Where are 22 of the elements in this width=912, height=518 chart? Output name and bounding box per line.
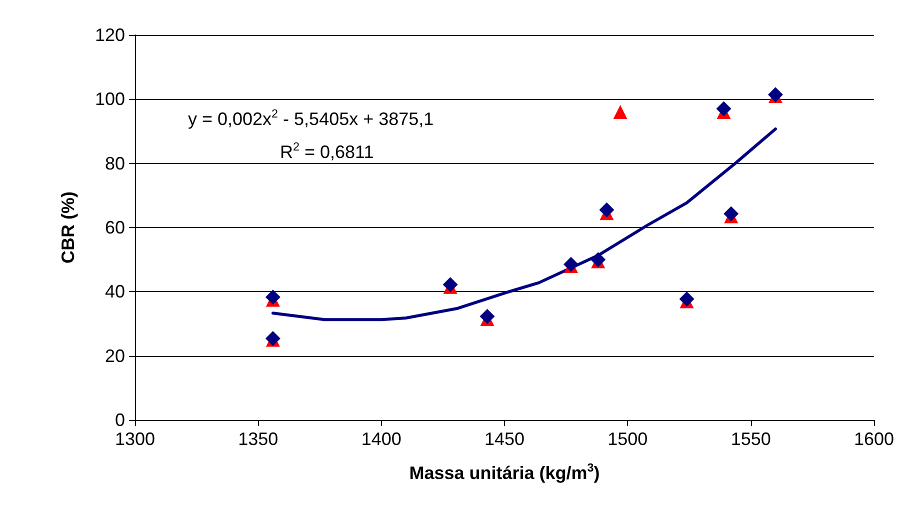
point <box>480 308 495 324</box>
line-series <box>271 128 777 322</box>
x-tick-label: 1450 <box>484 429 525 449</box>
point <box>716 101 732 116</box>
x-tick-label: 1400 <box>361 429 402 449</box>
point <box>265 290 280 305</box>
point <box>599 202 614 218</box>
y-tick-label: 80 <box>104 153 125 174</box>
y-tick-label: 100 <box>94 89 125 110</box>
y-tick-label: 120 <box>94 25 125 45</box>
point <box>724 206 739 222</box>
x-tick-label: 1350 <box>238 429 278 449</box>
y-tick-label: 20 <box>104 346 125 366</box>
y-axis-title: CBR (%) <box>58 192 78 264</box>
y-tick-label: 40 <box>104 282 125 302</box>
x-tick-label: 1550 <box>730 429 771 449</box>
x-tick-label: 1300 <box>114 429 156 449</box>
y-tick-label: 0 <box>114 410 125 430</box>
x-tick-label: 1500 <box>608 429 648 449</box>
x-tick-label: 1600 <box>854 429 894 449</box>
y-tick-label: 60 <box>104 218 125 238</box>
point <box>613 105 628 119</box>
